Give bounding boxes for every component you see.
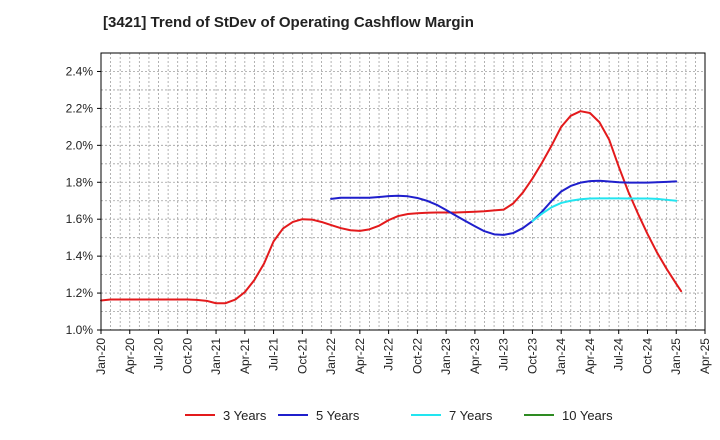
- x-tick-label: Oct-23: [525, 338, 539, 374]
- series-layer: [100, 110, 683, 305]
- x-tick-label: Apr-20: [123, 338, 137, 374]
- x-tick-label: Apr-23: [468, 338, 482, 374]
- y-tick-label: 1.2%: [66, 286, 94, 300]
- y-tick-label: 2.2%: [66, 101, 94, 115]
- series-line-3-years: [100, 110, 683, 305]
- x-tick-label: Jan-20: [94, 338, 108, 375]
- x-tick-label: Jul-21: [267, 338, 281, 371]
- legend-label-3-years: 3 Years: [223, 408, 267, 423]
- series-line-5-years: [330, 179, 678, 236]
- x-tick-label: Jul-24: [612, 338, 626, 371]
- y-tick-label: 2.0%: [66, 138, 94, 152]
- x-tick-label: Apr-24: [583, 338, 597, 374]
- y-tick-label: 1.6%: [66, 212, 94, 226]
- series-line-7-years: [531, 197, 678, 223]
- x-axis: Jan-20 Apr-20 Jul-20 Oct-20 Jan-21 Apr-21 Jul-…: [94, 330, 712, 375]
- x-tick-label: Jan-24: [554, 338, 568, 375]
- x-tick-label: Oct-21: [295, 338, 309, 374]
- x-tick-label: Apr-25: [698, 338, 712, 374]
- y-tick-label: 1.8%: [66, 175, 94, 189]
- y-tick-label: 2.4%: [66, 64, 94, 78]
- legend-label-5-years: 5 Years: [316, 408, 360, 423]
- x-tick-label: Jan-25: [669, 338, 683, 375]
- grid-layer: [101, 53, 705, 330]
- x-tick-label: Oct-24: [640, 338, 654, 374]
- legend-label-10-years: 10 Years: [562, 408, 613, 423]
- legend-label-7-years: 7 Years: [449, 408, 493, 423]
- x-tick-label: Apr-21: [238, 338, 252, 374]
- chart-title: [3421] Trend of StDev of Operating Cashf…: [103, 14, 474, 31]
- x-tick-label: Jul-23: [497, 338, 511, 371]
- x-tick-label: Jan-21: [209, 338, 223, 375]
- x-tick-label: Jul-22: [382, 338, 396, 371]
- x-tick-label: Oct-22: [410, 338, 424, 374]
- x-tick-label: Jan-23: [439, 338, 453, 375]
- y-axis: 1.0% 1.2% 1.4% 1.6% 1.8% 2.0% 2.2% 2.4%: [66, 64, 101, 337]
- x-tick-label: Apr-22: [353, 338, 367, 374]
- x-tick-label: Jan-22: [324, 338, 338, 375]
- x-tick-label: Jul-20: [152, 338, 166, 371]
- plot-border: [100, 52, 706, 331]
- x-tick-label: Oct-20: [180, 338, 194, 374]
- y-tick-label: 1.4%: [66, 249, 94, 263]
- y-tick-label: 1.0%: [66, 323, 94, 337]
- legend: 3 Years 5 Years 7 Years 10 Years: [185, 408, 613, 423]
